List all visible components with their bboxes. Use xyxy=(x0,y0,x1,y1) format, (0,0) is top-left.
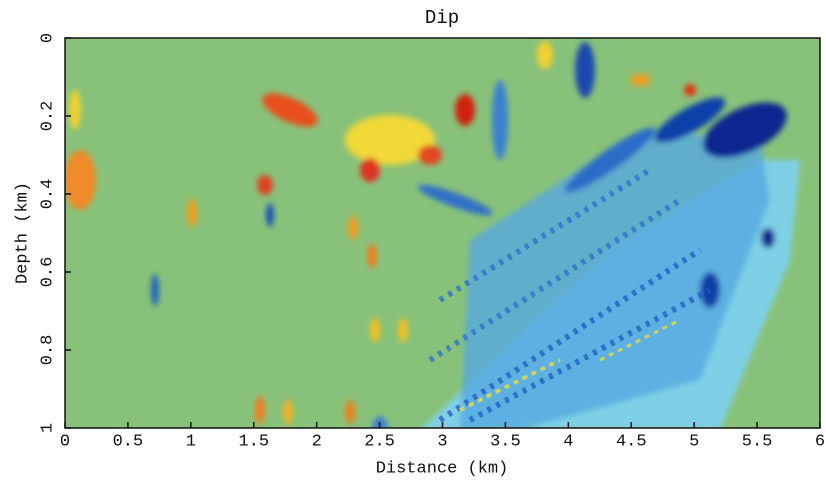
x-axis-label: Distance (km) xyxy=(376,459,509,478)
x-tick-label: 6 xyxy=(815,432,825,451)
y-axis-label: Depth (km) xyxy=(13,182,32,284)
field-features xyxy=(65,41,800,428)
x-tick-label: 3 xyxy=(437,432,447,451)
x-tick-label: 3.5 xyxy=(490,432,521,451)
x-tick-label: 1 xyxy=(186,432,196,451)
x-tick-label: 0.5 xyxy=(113,432,144,451)
x-tick-label: 5 xyxy=(689,432,699,451)
x-tick-label: 0 xyxy=(60,432,70,451)
dip-field xyxy=(65,38,820,428)
y-tick-label: 1 xyxy=(38,423,57,433)
y-tick-label: 0.6 xyxy=(38,257,57,288)
chart-title: Dip xyxy=(425,7,459,29)
dip-stripes xyxy=(428,167,712,423)
y-tick-label: 0.2 xyxy=(38,101,57,132)
x-tick-label: 5.5 xyxy=(742,432,773,451)
y-tick-label: 0.4 xyxy=(38,179,57,210)
x-tick-label: 2 xyxy=(312,432,322,451)
x-tick-label: 4 xyxy=(563,432,573,451)
y-tick-label: 0.8 xyxy=(38,335,57,366)
y-tick-label: 0 xyxy=(38,33,57,43)
x-tick-label: 2.5 xyxy=(364,432,395,451)
x-tick-label: 4.5 xyxy=(616,432,647,451)
x-tick-label: 1.5 xyxy=(238,432,269,451)
